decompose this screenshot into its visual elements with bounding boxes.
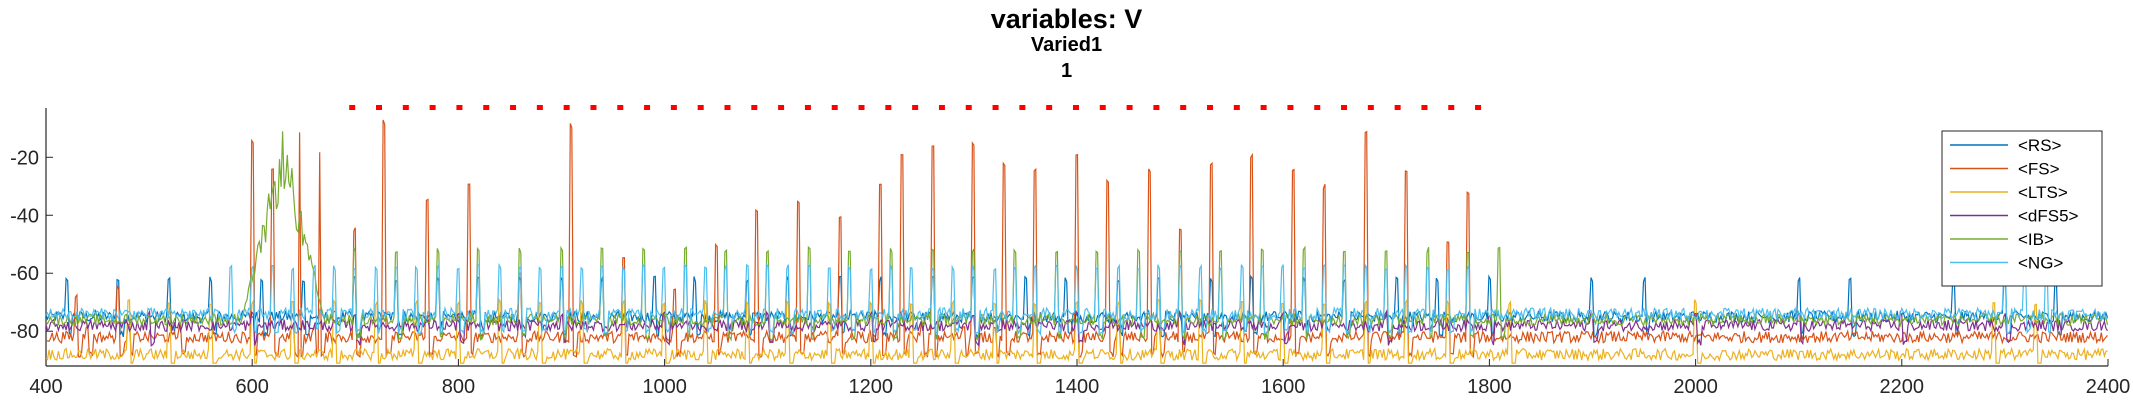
stim-marker — [858, 105, 865, 110]
x-tick-label: 2400 — [2086, 376, 2131, 398]
legend-label: <LTS> — [2018, 183, 2068, 202]
series-line-3 — [45, 308, 2109, 347]
stim-marker — [831, 105, 838, 110]
stim-marker — [1072, 105, 1079, 110]
y-tick-label: -40 — [10, 205, 39, 227]
x-tick-label: 1400 — [1055, 376, 1100, 398]
stim-marker — [1019, 105, 1026, 110]
legend-label: <FS> — [2018, 160, 2060, 179]
x-tick-label: 1800 — [1467, 376, 1512, 398]
stim-marker — [751, 105, 758, 110]
stim-marker — [1314, 105, 1321, 110]
stim-marker — [1421, 105, 1428, 110]
x-tick-label: 800 — [442, 376, 475, 398]
y-tick-label: -60 — [10, 263, 39, 285]
stim-marker — [992, 105, 999, 110]
stim-marker — [724, 105, 731, 110]
series-line-2 — [45, 297, 2108, 364]
chart-subtitle: Varied1 — [1030, 34, 1103, 56]
legend-label: <dFS5> — [2018, 207, 2079, 226]
stim-marker — [429, 105, 436, 110]
stim-marker — [1046, 105, 1053, 110]
stim-marker — [510, 105, 517, 110]
stim-marker — [912, 105, 919, 110]
x-tick-label: 400 — [29, 376, 62, 398]
stim-marker — [590, 105, 597, 110]
stim-marker — [804, 105, 811, 110]
legend-label: <RS> — [2018, 136, 2062, 155]
x-tick-label: 1000 — [642, 376, 687, 398]
stim-marker — [1341, 105, 1348, 110]
stim-marker — [1206, 105, 1213, 110]
stim-marker — [1394, 105, 1401, 110]
x-tick-label: 1600 — [1261, 376, 1306, 398]
series-line-5 — [45, 262, 2108, 337]
stim-marker — [402, 105, 409, 110]
x-tick-label: 1200 — [849, 376, 894, 398]
stim-marker — [778, 105, 785, 110]
stim-marker — [349, 105, 356, 110]
stim-marker — [1099, 105, 1106, 110]
stim-marker — [456, 105, 463, 110]
legend-label: <NG> — [2018, 254, 2063, 273]
stim-marker — [938, 105, 945, 110]
chart-title: variables: V — [990, 4, 1143, 34]
stim-marker — [1475, 105, 1482, 110]
stim-marker — [376, 105, 383, 110]
stim-marker — [1180, 105, 1187, 110]
stim-marker — [1287, 105, 1294, 110]
stim-marker — [885, 105, 892, 110]
stim-marker — [965, 105, 972, 110]
stim-marker — [670, 105, 677, 110]
stim-marker — [563, 105, 570, 110]
stim-marker — [1153, 105, 1160, 110]
stim-marker — [697, 105, 704, 110]
stim-marker — [617, 105, 624, 110]
stim-marker — [1260, 105, 1267, 110]
stim-marker — [1448, 105, 1455, 110]
stim-marker — [1367, 105, 1374, 110]
stim-marker — [1126, 105, 1133, 110]
stim-marker — [1233, 105, 1240, 110]
x-tick-label: 2200 — [1880, 376, 1925, 398]
series-line-0 — [45, 274, 2109, 339]
chart-subtitle-2: 1 — [1060, 60, 1073, 82]
x-tick-label: 600 — [236, 376, 269, 398]
y-tick-label: -20 — [10, 147, 39, 169]
legend-label: <IB> — [2018, 230, 2054, 249]
y-tick-label: -80 — [10, 321, 39, 343]
stim-marker — [536, 105, 543, 110]
stim-marker — [644, 105, 651, 110]
stim-marker — [483, 105, 490, 110]
x-tick-label: 2000 — [1673, 376, 1718, 398]
legend-box — [1941, 130, 2103, 287]
